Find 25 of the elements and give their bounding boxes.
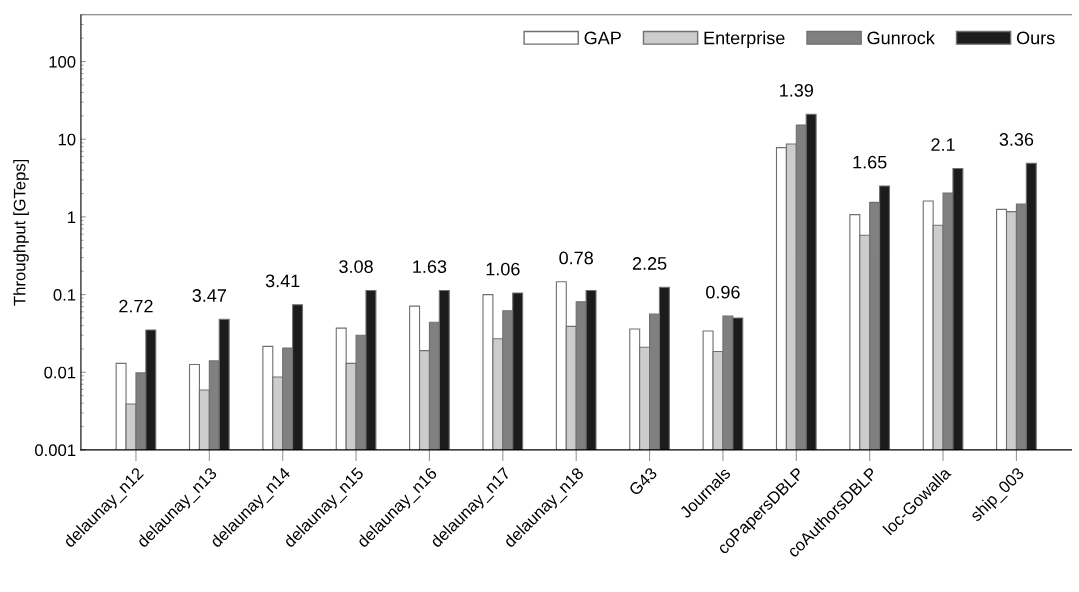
annotation: 3.41 — [265, 274, 300, 288]
annotation: 2.1 — [931, 138, 955, 151]
annotation: 1.39 — [780, 83, 814, 97]
legend-label: Enterprise — [704, 31, 785, 48]
y-tick-label: 0.001 — [35, 444, 76, 457]
y-tick-label: 0.1 — [53, 288, 76, 301]
annotation: 1.63 — [413, 260, 447, 273]
annotation: 2.72 — [119, 299, 153, 313]
y-tick-label: 0.01 — [44, 366, 76, 379]
x-tick-label: G43 — [628, 466, 658, 497]
y-tick-label: 1 — [68, 211, 76, 223]
annotation: 0.78 — [559, 251, 593, 265]
annotation: 3.36 — [999, 133, 1034, 146]
annotation: 1.65 — [853, 155, 887, 169]
annotation: 2.25 — [632, 257, 667, 270]
y-tick-label: 100 — [49, 55, 76, 68]
legend-label: Ours — [1016, 31, 1055, 45]
annotation: 3.08 — [339, 260, 373, 273]
y-tick-label: 10 — [58, 133, 76, 146]
annotation: 0.96 — [706, 285, 740, 299]
y-axis-title: Throughput [GTeps] — [13, 159, 29, 306]
annotation: 1.06 — [486, 262, 520, 276]
annotation: 3.47 — [192, 289, 226, 302]
legend-label: Gunrock — [867, 31, 935, 45]
legend-label: GAP — [584, 31, 621, 45]
